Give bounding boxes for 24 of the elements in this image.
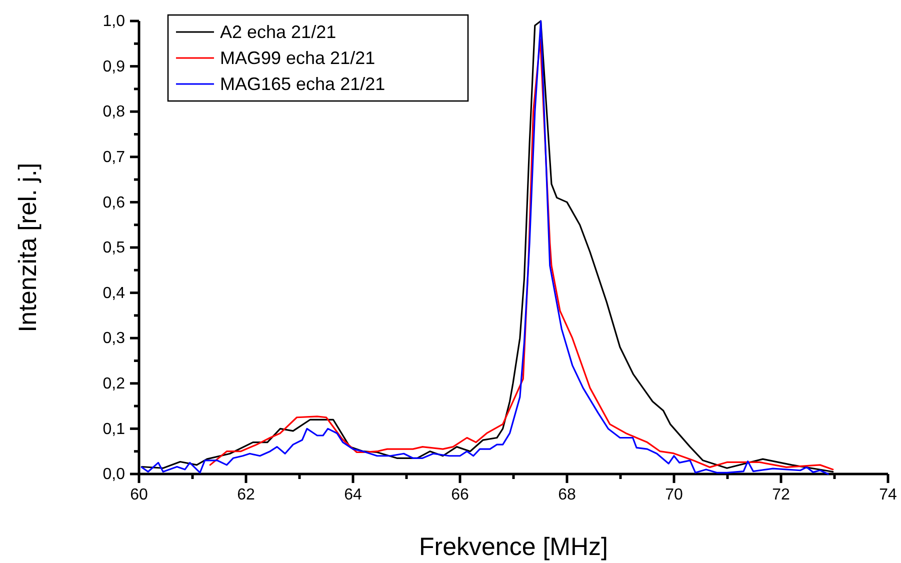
y-tick-label: 0,5 (102, 240, 126, 257)
legend-label: MAG99 echa 21/21 (220, 48, 376, 68)
x-tick-label: 62 (237, 486, 255, 504)
y-tick-label: 0,0 (102, 466, 126, 484)
x-tick-label: 60 (130, 486, 148, 504)
x-tick-label: 68 (558, 486, 576, 504)
legend-label: A2 echa 21/21 (220, 22, 336, 42)
y-tick-label: 0,6 (102, 194, 126, 212)
x-tick-label: 74 (879, 486, 897, 504)
y-tick-label: 0,1 (102, 420, 126, 438)
x-axis-title: Frekvence [MHz] (419, 533, 608, 561)
x-tick-label: 66 (451, 486, 469, 504)
y-tick-label: 0,7 (102, 149, 126, 166)
y-tick-label: 0,8 (102, 104, 126, 121)
y-tick-label: 0,9 (102, 58, 126, 76)
y-tick-label: 1,0 (102, 13, 126, 30)
y-tick-label: 0,4 (102, 284, 126, 302)
legend-label: MAG165 echa 21/21 (220, 74, 386, 94)
x-tick-label: 72 (772, 486, 790, 504)
y-tick-label: 0,2 (102, 376, 126, 393)
y-axis-title: Intenzita [rel. j.] (14, 162, 42, 332)
x-tick-label: 64 (344, 486, 362, 504)
y-tick-label: 0,3 (102, 330, 126, 348)
x-tick-label: 70 (665, 486, 683, 504)
